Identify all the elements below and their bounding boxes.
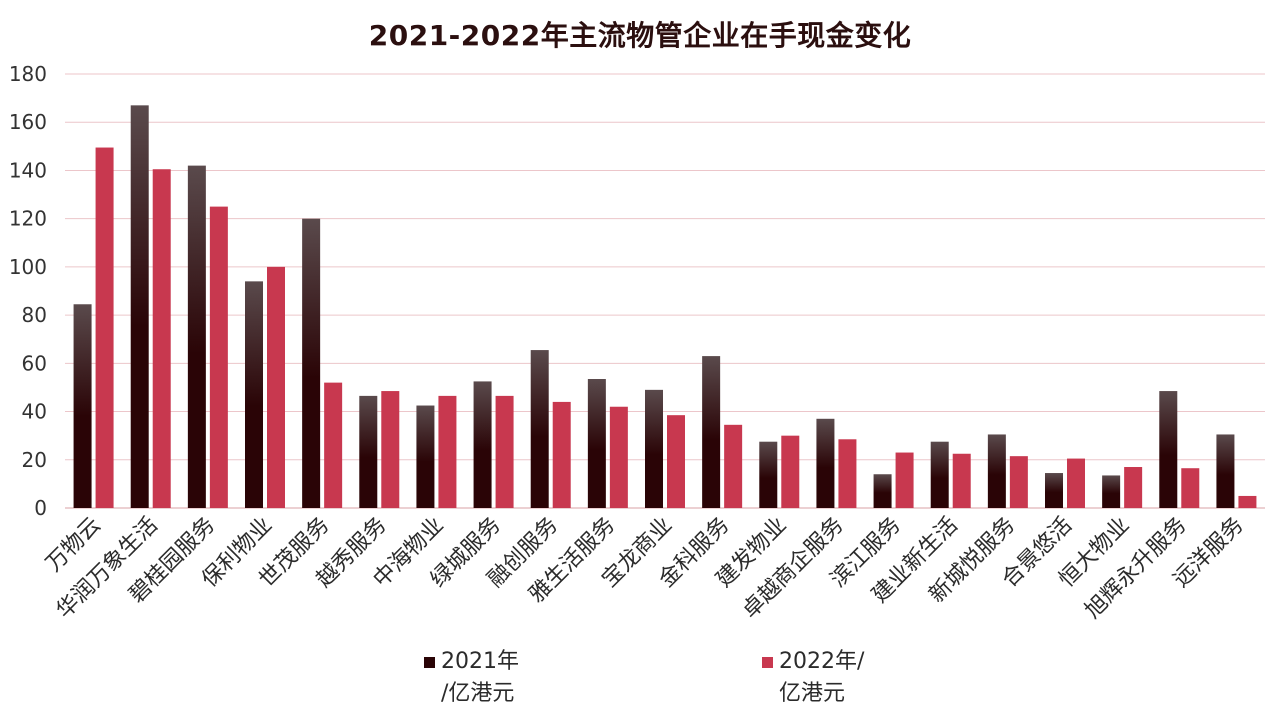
bar-2021 [816, 418, 835, 508]
chart-title: 2021-2022年主流物管企业在手现金变化 [368, 19, 912, 52]
bar-2021 [73, 304, 92, 508]
bar-2022 [267, 266, 285, 508]
bar-2021 [1045, 473, 1063, 508]
bar-2021 [759, 441, 778, 508]
y-tick-label: 60 [22, 351, 47, 375]
y-tick-label: 20 [22, 448, 47, 472]
y-tick-label: 100 [9, 255, 47, 279]
bar-2022 [1124, 467, 1143, 508]
bar-2021 [930, 441, 949, 508]
bar-2022 [952, 453, 971, 508]
bar-2022 [667, 415, 685, 508]
bar-2022 [724, 424, 743, 508]
legend-label-2021: 2021年 /亿港元 [441, 649, 519, 706]
y-tick-label: 0 [34, 496, 47, 520]
bar-2022 [1181, 468, 1200, 508]
bar-2022 [438, 395, 457, 508]
bar-2022 [495, 395, 514, 508]
bar-2021 [416, 405, 435, 508]
bar-2022 [1009, 456, 1028, 508]
bar-2021 [187, 165, 206, 508]
bar-2022 [95, 147, 114, 509]
bar-2022 [1067, 458, 1085, 508]
bar-2021 [245, 281, 263, 508]
bar-2021 [645, 389, 663, 508]
y-tick-label: 120 [9, 207, 47, 231]
bar-2021 [302, 218, 321, 508]
y-tick-label: 40 [22, 400, 47, 424]
legend-swatch-2021 [424, 657, 435, 668]
bar-2021 [473, 381, 492, 508]
y-tick-label: 180 [9, 62, 47, 86]
bar-2021 [873, 474, 892, 508]
legend-item-2021: 2021年 /亿港元 [424, 646, 519, 710]
legend-swatch-2022 [762, 657, 773, 668]
bar-2022 [381, 391, 400, 508]
bar-2022 [209, 206, 228, 508]
bar-2022 [895, 452, 914, 508]
bar-2021 [702, 356, 721, 508]
bar-2021 [1159, 391, 1178, 508]
bar-2022 [1238, 495, 1257, 508]
y-tick-label: 160 [9, 110, 47, 134]
bar-2021 [130, 105, 149, 508]
bar-2021 [1216, 434, 1235, 508]
bar-2021 [359, 395, 378, 508]
bar-2022 [324, 382, 343, 508]
bar-2022 [152, 169, 171, 508]
bar-2021 [530, 350, 549, 508]
bar-2022 [552, 401, 571, 508]
bar-2021 [1102, 475, 1121, 508]
bar-2022 [781, 435, 800, 508]
legend-label-2022: 2022年/ 亿港元 [779, 649, 865, 706]
bar-2021 [987, 434, 1006, 508]
bar-2022 [838, 439, 857, 508]
legend-item-2022: 2022年/ 亿港元 [762, 646, 864, 710]
y-tick-label: 80 [22, 303, 47, 327]
bar-2022 [609, 406, 628, 508]
y-tick-label: 140 [9, 158, 47, 182]
bar-2021 [587, 379, 606, 508]
